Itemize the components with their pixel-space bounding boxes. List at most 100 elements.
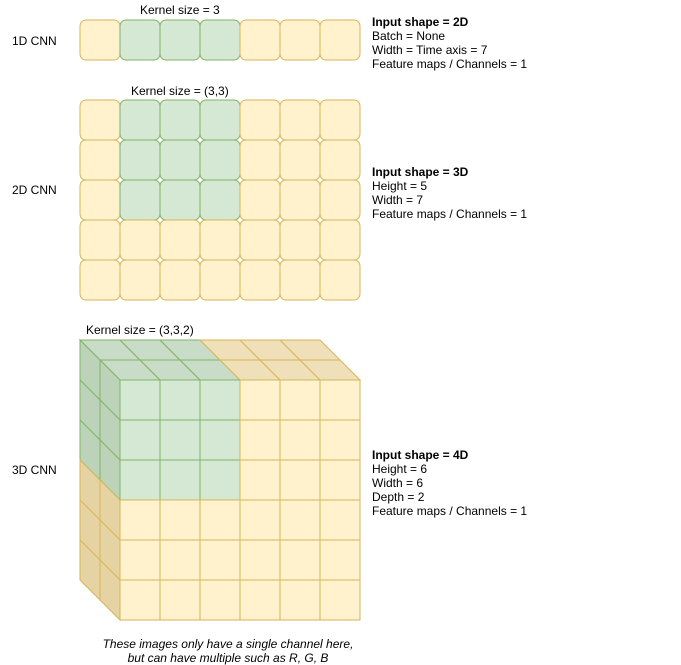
input-cell bbox=[159, 499, 201, 541]
kernel-cell bbox=[159, 379, 201, 421]
input-cell bbox=[239, 99, 281, 141]
desc-2d-title: Input shape = 3D bbox=[372, 165, 469, 179]
input-cell bbox=[279, 379, 321, 421]
input-cell bbox=[79, 179, 121, 221]
grid-2d bbox=[79, 99, 361, 301]
input-cell bbox=[199, 259, 241, 301]
input-cell bbox=[239, 259, 281, 301]
kernel-cell bbox=[119, 419, 161, 461]
kernel-cell bbox=[159, 179, 201, 221]
grid-1d bbox=[79, 19, 361, 61]
input-cell bbox=[279, 99, 321, 141]
kernel-cell bbox=[199, 99, 241, 141]
kernel-cell bbox=[199, 459, 241, 501]
input-cell bbox=[79, 99, 121, 141]
desc-2d-line: Height = 5 bbox=[372, 179, 428, 193]
desc-3d-line: Height = 6 bbox=[372, 462, 428, 476]
input-cell bbox=[239, 499, 281, 541]
kernel-cell bbox=[119, 139, 161, 181]
kernel-cell bbox=[119, 19, 161, 61]
input-cell bbox=[119, 259, 161, 301]
kernel-cell bbox=[159, 459, 201, 501]
footnote-line: but can have multiple such as R, G, B bbox=[127, 651, 329, 665]
input-cell bbox=[319, 139, 361, 181]
kernel-cell bbox=[159, 99, 201, 141]
input-cell bbox=[319, 459, 361, 501]
input-cell bbox=[119, 499, 161, 541]
input-cell bbox=[79, 259, 121, 301]
desc-2d-line: Width = 7 bbox=[372, 193, 424, 207]
input-cell bbox=[159, 219, 201, 261]
cube-3d bbox=[78, 338, 362, 622]
input-cell bbox=[319, 19, 361, 61]
desc-1d-line: Feature maps / Channels = 1 bbox=[372, 57, 528, 71]
input-cell bbox=[79, 219, 121, 261]
input-cell bbox=[239, 219, 281, 261]
desc-1d-line: Batch = None bbox=[372, 29, 446, 43]
input-cell bbox=[319, 379, 361, 421]
input-cell bbox=[279, 19, 321, 61]
kernel-cell bbox=[159, 19, 201, 61]
input-cell bbox=[319, 579, 361, 621]
kernel-cell bbox=[199, 379, 241, 421]
footnote: These images only have a single channel … bbox=[60, 637, 396, 665]
input-cell bbox=[319, 99, 361, 141]
input-cell bbox=[239, 379, 281, 421]
desc-3d-line: Feature maps / Channels = 1 bbox=[372, 504, 528, 518]
kernel-cell bbox=[119, 379, 161, 421]
desc-3d-title: Input shape = 4D bbox=[372, 448, 469, 462]
input-cell bbox=[319, 259, 361, 301]
input-cell bbox=[79, 139, 121, 181]
input-cell bbox=[239, 19, 281, 61]
input-cell bbox=[319, 179, 361, 221]
kernel-cell bbox=[159, 419, 201, 461]
input-cell bbox=[239, 579, 281, 621]
input-cell bbox=[159, 259, 201, 301]
input-cell bbox=[119, 219, 161, 261]
input-cell bbox=[319, 419, 361, 461]
input-cell bbox=[199, 579, 241, 621]
input-cell bbox=[279, 139, 321, 181]
input-cell bbox=[239, 419, 281, 461]
input-cell bbox=[159, 579, 201, 621]
input-cell bbox=[319, 219, 361, 261]
footnote-line: These images only have a single channel … bbox=[102, 637, 354, 651]
input-cell bbox=[319, 499, 361, 541]
desc-3d: Input shape = 4D Height = 6 Width = 6 De… bbox=[372, 448, 527, 518]
input-cell bbox=[239, 179, 281, 221]
desc-2d: Input shape = 3D Height = 5 Width = 7 Fe… bbox=[372, 165, 527, 221]
input-cell bbox=[199, 499, 241, 541]
row-label-1d-cnn: 1D CNN bbox=[12, 34, 57, 48]
row-label-3d-cnn: 3D CNN bbox=[12, 463, 57, 477]
desc-2d-line: Feature maps / Channels = 1 bbox=[372, 207, 528, 221]
desc-3d-line: Width = 6 bbox=[372, 476, 424, 490]
kernel-cell bbox=[199, 139, 241, 181]
kernel-cell bbox=[159, 139, 201, 181]
input-cell bbox=[159, 539, 201, 581]
kernel-cell bbox=[199, 19, 241, 61]
desc-3d-line: Depth = 2 bbox=[372, 490, 425, 504]
kernel-label-3d: Kernel size = (3,3,2) bbox=[86, 323, 194, 337]
kernel-cell bbox=[119, 179, 161, 221]
desc-1d-line: Width = Time axis = 7 bbox=[372, 43, 488, 57]
desc-1d-title: Input shape = 2D bbox=[372, 15, 469, 29]
input-cell bbox=[239, 539, 281, 581]
input-cell bbox=[239, 139, 281, 181]
input-cell bbox=[279, 459, 321, 501]
kernel-cell bbox=[119, 459, 161, 501]
desc-1d: Input shape = 2D Batch = None Width = Ti… bbox=[372, 15, 527, 71]
input-cell bbox=[199, 539, 241, 581]
input-cell bbox=[279, 219, 321, 261]
input-cell bbox=[79, 19, 121, 61]
input-cell bbox=[199, 219, 241, 261]
kernel-cell bbox=[199, 179, 241, 221]
input-cell bbox=[279, 499, 321, 541]
input-cell bbox=[279, 579, 321, 621]
input-cell bbox=[279, 179, 321, 221]
input-cell bbox=[319, 539, 361, 581]
input-cell bbox=[119, 539, 161, 581]
kernel-cell bbox=[199, 419, 241, 461]
kernel-label-1d: Kernel size = 3 bbox=[140, 3, 220, 17]
kernel-cell bbox=[119, 99, 161, 141]
input-cell bbox=[119, 579, 161, 621]
